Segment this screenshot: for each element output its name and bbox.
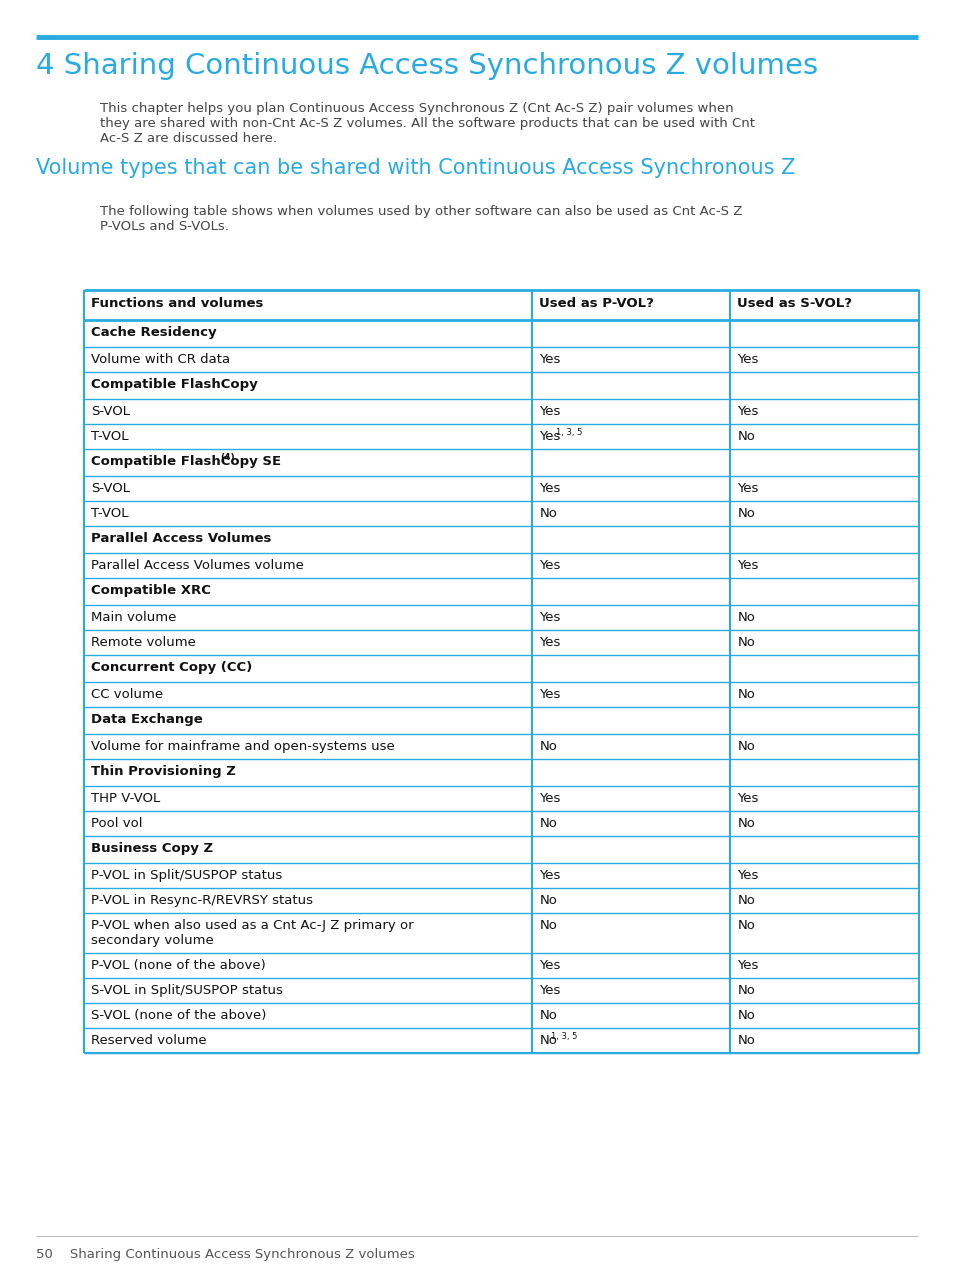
Text: Compatible XRC: Compatible XRC xyxy=(91,583,211,597)
Text: S-VOL in Split/SUSPOP status: S-VOL in Split/SUSPOP status xyxy=(91,984,283,996)
Text: (4): (4) xyxy=(219,452,234,461)
Text: S-VOL: S-VOL xyxy=(91,405,130,418)
Text: This chapter helps you plan Continuous Access Synchronous Z (Cnt Ac-S Z) pair vo: This chapter helps you plan Continuous A… xyxy=(100,102,754,145)
Text: No: No xyxy=(538,740,557,752)
Text: Remote volume: Remote volume xyxy=(91,636,195,649)
Text: Cache Residency: Cache Residency xyxy=(91,325,216,339)
Text: Volume types that can be shared with Continuous Access Synchronous Z: Volume types that can be shared with Con… xyxy=(36,158,795,178)
Text: Yes: Yes xyxy=(737,353,758,366)
Text: Yes: Yes xyxy=(538,405,560,418)
Text: Yes: Yes xyxy=(737,482,758,494)
Text: No: No xyxy=(538,894,557,907)
Text: P-VOL when also used as a Cnt Ac-J Z primary or
secondary volume: P-VOL when also used as a Cnt Ac-J Z pri… xyxy=(91,919,414,947)
Text: No: No xyxy=(737,1035,755,1047)
Text: No: No xyxy=(737,507,755,520)
Text: P-VOL in Resync-R/REVRSY status: P-VOL in Resync-R/REVRSY status xyxy=(91,894,313,907)
Text: Yes: Yes xyxy=(538,960,560,972)
Text: Parallel Access Volumes: Parallel Access Volumes xyxy=(91,533,271,545)
Text: No: No xyxy=(737,688,755,702)
Text: Business Copy Z: Business Copy Z xyxy=(91,841,213,855)
Text: THP V-VOL: THP V-VOL xyxy=(91,792,160,805)
Text: Functions and volumes: Functions and volumes xyxy=(91,297,263,310)
Text: No: No xyxy=(737,817,755,830)
Text: S-VOL (none of the above): S-VOL (none of the above) xyxy=(91,1009,266,1022)
Text: No: No xyxy=(737,919,755,932)
Text: P-VOL (none of the above): P-VOL (none of the above) xyxy=(91,960,266,972)
Text: Reserved volume: Reserved volume xyxy=(91,1035,207,1047)
Text: T-VOL: T-VOL xyxy=(91,430,129,444)
Text: 50    Sharing Continuous Access Synchronous Z volumes: 50 Sharing Continuous Access Synchronous… xyxy=(36,1248,415,1261)
Text: No: No xyxy=(538,1035,557,1047)
Text: 1, 3, 5: 1, 3, 5 xyxy=(556,428,582,437)
Text: Yes: Yes xyxy=(538,430,560,444)
Text: No: No xyxy=(737,430,755,444)
Text: No: No xyxy=(737,1009,755,1022)
Text: 4 Sharing Continuous Access Synchronous Z volumes: 4 Sharing Continuous Access Synchronous … xyxy=(36,52,818,80)
Text: Volume for mainframe and open-systems use: Volume for mainframe and open-systems us… xyxy=(91,740,395,752)
Text: Yes: Yes xyxy=(538,559,560,572)
Text: Yes: Yes xyxy=(737,869,758,882)
Text: No: No xyxy=(737,636,755,649)
Text: CC volume: CC volume xyxy=(91,688,163,702)
Text: Yes: Yes xyxy=(737,960,758,972)
Text: Pool vol: Pool vol xyxy=(91,817,142,830)
Text: Volume with CR data: Volume with CR data xyxy=(91,353,230,366)
Text: Yes: Yes xyxy=(737,559,758,572)
Text: Yes: Yes xyxy=(538,611,560,624)
Text: Used as P-VOL?: Used as P-VOL? xyxy=(538,297,654,310)
Text: 1, 3, 5: 1, 3, 5 xyxy=(550,1032,577,1041)
Text: Compatible FlashCopy: Compatible FlashCopy xyxy=(91,377,257,391)
Text: Thin Provisioning Z: Thin Provisioning Z xyxy=(91,765,235,778)
Text: Yes: Yes xyxy=(538,792,560,805)
Text: Yes: Yes xyxy=(737,792,758,805)
Text: Compatible FlashCopy SE: Compatible FlashCopy SE xyxy=(91,455,281,468)
Text: Parallel Access Volumes volume: Parallel Access Volumes volume xyxy=(91,559,304,572)
Text: No: No xyxy=(737,894,755,907)
Text: Yes: Yes xyxy=(737,405,758,418)
Text: Used as S-VOL?: Used as S-VOL? xyxy=(737,297,851,310)
Text: No: No xyxy=(538,919,557,932)
Text: S-VOL: S-VOL xyxy=(91,482,130,494)
Text: No: No xyxy=(538,817,557,830)
Text: P-VOL in Split/SUSPOP status: P-VOL in Split/SUSPOP status xyxy=(91,869,282,882)
Text: Concurrent Copy (CC): Concurrent Copy (CC) xyxy=(91,661,252,674)
Text: No: No xyxy=(737,740,755,752)
Text: No: No xyxy=(737,611,755,624)
Text: Data Exchange: Data Exchange xyxy=(91,713,203,726)
Text: The following table shows when volumes used by other software can also be used a: The following table shows when volumes u… xyxy=(100,205,741,233)
Text: No: No xyxy=(538,1009,557,1022)
Text: No: No xyxy=(737,984,755,996)
Text: Yes: Yes xyxy=(538,869,560,882)
Text: No: No xyxy=(538,507,557,520)
Text: T-VOL: T-VOL xyxy=(91,507,129,520)
Text: Yes: Yes xyxy=(538,353,560,366)
Text: Yes: Yes xyxy=(538,636,560,649)
Text: Yes: Yes xyxy=(538,984,560,996)
Text: Yes: Yes xyxy=(538,482,560,494)
Text: Main volume: Main volume xyxy=(91,611,176,624)
Text: Yes: Yes xyxy=(538,688,560,702)
